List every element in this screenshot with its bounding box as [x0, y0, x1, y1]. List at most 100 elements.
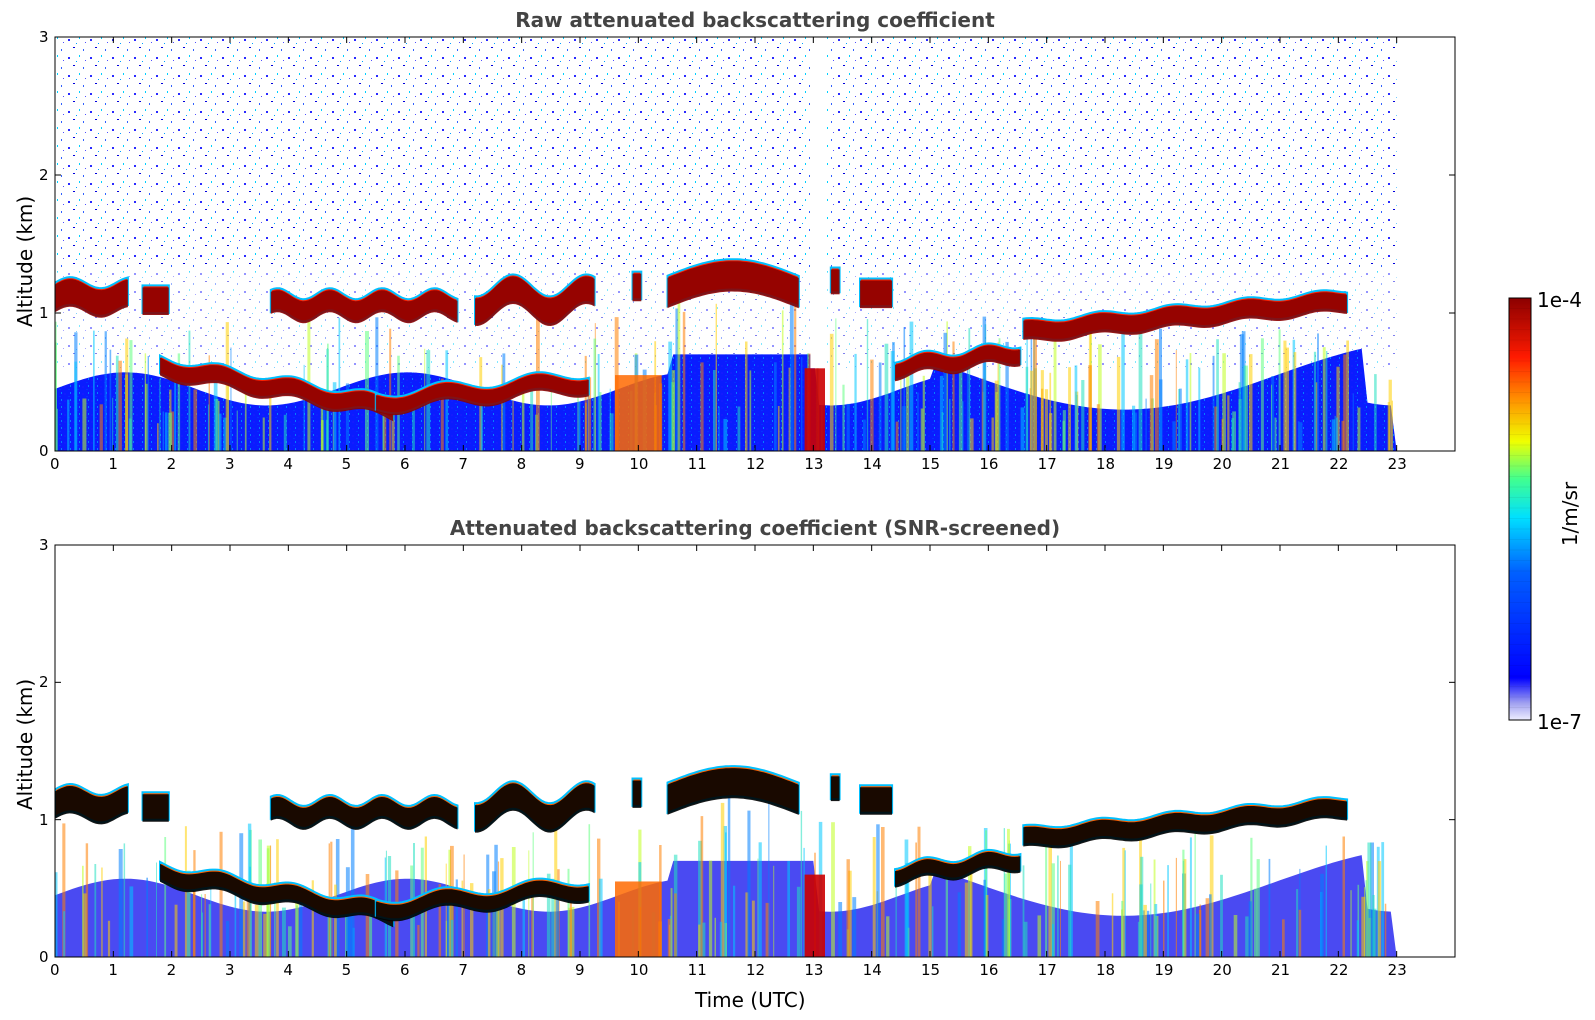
streak: [85, 843, 89, 957]
streak: [674, 893, 677, 957]
streak: [727, 797, 731, 957]
streak: [801, 357, 803, 451]
streak: [93, 330, 95, 451]
streak: [417, 925, 420, 957]
streak: [958, 355, 963, 451]
streak: [1182, 849, 1185, 957]
streak: [215, 398, 219, 451]
streak: [1138, 322, 1143, 451]
streak: [1033, 331, 1037, 451]
x-tick-label: 8: [516, 455, 527, 473]
streak: [1341, 420, 1345, 451]
streak: [440, 378, 444, 451]
streak: [350, 824, 355, 957]
streak: [1175, 857, 1177, 957]
cloud-layer-5: [667, 768, 799, 815]
streak: [332, 382, 337, 451]
streak: [584, 355, 587, 451]
streak: [1167, 865, 1169, 957]
streak: [796, 886, 801, 957]
streak: [842, 384, 845, 451]
streak: [1336, 417, 1338, 451]
streak: [311, 880, 314, 957]
x-tick-label: 11: [687, 961, 707, 979]
streak: [964, 882, 969, 957]
streak: [848, 870, 852, 957]
streak: [1356, 920, 1359, 957]
cloud-layer-7: [860, 787, 893, 815]
streak: [1372, 895, 1375, 957]
streak: [496, 910, 500, 957]
cloud-layer-5: [667, 261, 799, 309]
streak: [164, 412, 168, 451]
streak: [895, 421, 899, 451]
streak: [528, 850, 530, 957]
cloud-layer-4: [632, 273, 642, 302]
panel1-ylabel: Altitude (km): [13, 195, 37, 327]
streak: [115, 355, 119, 451]
streak: [571, 906, 575, 957]
streak: [369, 902, 373, 957]
streak: [530, 385, 534, 451]
streak: [985, 830, 987, 957]
streak: [1357, 407, 1361, 451]
streak: [1387, 402, 1390, 451]
streak: [1205, 898, 1210, 957]
heatmap-field: [55, 37, 1455, 451]
streak: [949, 398, 951, 451]
streak: [1209, 894, 1212, 957]
streak: [1044, 389, 1049, 451]
streak: [1220, 874, 1223, 957]
streak: [1350, 890, 1352, 957]
streak: [917, 392, 919, 451]
streak: [749, 370, 752, 451]
streak: [991, 417, 994, 451]
y-tick-label: 0: [39, 442, 49, 460]
streak: [1254, 888, 1258, 957]
streak: [1068, 864, 1072, 957]
streak: [829, 333, 834, 451]
streak: [1326, 351, 1328, 451]
x-tick-label: 21: [1271, 961, 1291, 979]
streak: [597, 354, 600, 451]
streak: [1256, 859, 1260, 957]
streak: [803, 847, 805, 957]
streak: [952, 341, 955, 451]
streak: [881, 827, 885, 957]
streak: [470, 883, 474, 957]
y-tick-label: 1: [39, 304, 49, 322]
streak: [747, 810, 751, 957]
x-tick-label: 7: [458, 455, 468, 473]
streak: [382, 405, 385, 451]
precip-shaft-10h: [615, 375, 662, 451]
streak: [1132, 405, 1136, 451]
x-tick-label: 22: [1329, 455, 1349, 473]
x-tick-label: 18: [1096, 961, 1116, 979]
streak: [946, 321, 948, 451]
streak: [461, 880, 464, 957]
streak: [876, 824, 880, 957]
aerosol-layer-2: [375, 374, 589, 416]
cloud-layer-8: [895, 345, 1021, 382]
streak: [698, 840, 702, 957]
streak: [207, 404, 209, 451]
streak: [345, 383, 349, 451]
streak: [1366, 861, 1369, 957]
streak: [878, 362, 882, 451]
streak: [391, 398, 395, 451]
x-tick-label: 9: [575, 961, 585, 979]
streak: [593, 338, 597, 451]
streak: [487, 889, 491, 957]
streak: [846, 859, 850, 957]
streak: [325, 419, 329, 451]
streak: [263, 913, 267, 957]
streak: [675, 308, 679, 451]
streak: [447, 897, 450, 957]
streak: [966, 359, 969, 451]
streak: [1298, 909, 1302, 957]
streak: [1243, 365, 1246, 451]
streak: [501, 364, 503, 451]
streak: [438, 884, 442, 957]
streak: [146, 877, 148, 957]
